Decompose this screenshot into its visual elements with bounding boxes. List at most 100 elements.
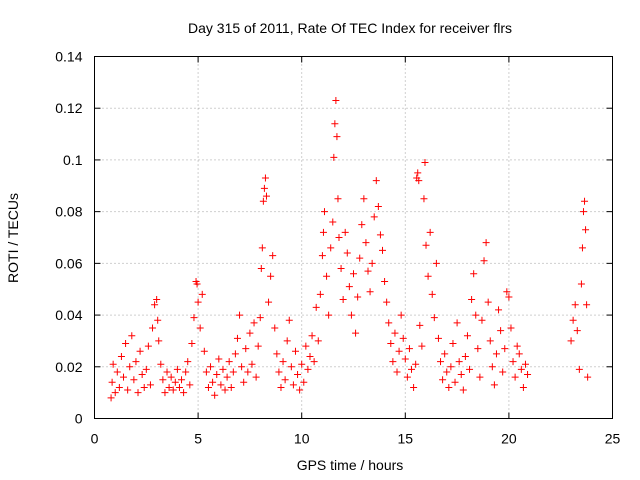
data-point	[331, 120, 339, 128]
data-point	[401, 355, 409, 363]
chart-title: Day 315 of 2011, Rate Of TEC Index for r…	[188, 20, 512, 36]
data-point	[130, 376, 138, 384]
data-point	[277, 383, 285, 391]
data-point	[474, 345, 482, 353]
data-point	[153, 296, 161, 304]
axis-ticks: 0 5 10 15 20 25 0 0.02 0.04 0.06 0.08 0.1 0.12 0.14	[55, 49, 620, 447]
data-point	[581, 197, 589, 205]
data-points	[107, 96, 592, 402]
data-point	[254, 342, 262, 350]
data-point	[302, 342, 310, 350]
data-point	[310, 358, 318, 366]
data-point	[167, 373, 175, 381]
data-point	[511, 373, 519, 381]
data-point	[198, 290, 206, 298]
data-point	[267, 272, 275, 280]
data-point	[306, 352, 314, 360]
data-point	[128, 332, 136, 340]
data-point	[418, 342, 426, 350]
data-point	[337, 265, 345, 273]
data-point	[202, 368, 210, 376]
data-point	[298, 360, 306, 368]
data-point	[350, 270, 357, 278]
data-point	[304, 365, 312, 373]
data-point	[507, 324, 515, 332]
data-point	[393, 368, 401, 376]
data-point	[484, 298, 492, 306]
data-point	[416, 321, 424, 329]
data-point	[138, 371, 146, 379]
data-point	[405, 345, 413, 353]
data-point	[472, 311, 480, 319]
data-point	[395, 347, 403, 355]
data-point	[149, 324, 157, 332]
data-point	[132, 358, 140, 366]
data-point	[215, 355, 223, 363]
data-point	[497, 327, 505, 335]
data-point	[573, 327, 581, 335]
data-point	[289, 381, 297, 389]
data-point	[434, 334, 442, 342]
data-point	[403, 373, 411, 381]
data-point	[233, 334, 241, 342]
data-point	[577, 280, 585, 288]
data-point	[582, 226, 590, 234]
data-point	[501, 345, 509, 353]
data-point	[445, 383, 453, 391]
data-point	[347, 311, 355, 319]
data-point	[397, 311, 405, 319]
data-point	[113, 368, 121, 376]
data-point	[443, 368, 451, 376]
data-point	[579, 208, 587, 216]
data-point	[155, 337, 163, 345]
data-point	[223, 373, 231, 381]
x-axis-label: GPS time / hours	[297, 457, 404, 473]
data-point	[495, 306, 503, 314]
data-point	[499, 368, 507, 376]
data-point	[144, 342, 152, 350]
data-point	[256, 314, 264, 322]
data-point	[294, 371, 302, 379]
data-point	[300, 378, 308, 386]
data-point	[360, 195, 368, 203]
data-point	[332, 96, 340, 104]
data-point	[271, 324, 279, 332]
data-point	[109, 360, 117, 368]
grid-lines	[94, 56, 613, 419]
data-point	[242, 345, 250, 353]
data-point	[422, 241, 430, 249]
data-point	[227, 383, 235, 391]
data-point	[188, 340, 196, 348]
data-point	[414, 169, 422, 177]
x-tick-label: 10	[294, 431, 310, 447]
data-point	[111, 389, 119, 397]
data-point	[335, 234, 343, 241]
data-point	[505, 293, 513, 301]
data-point	[569, 316, 577, 324]
data-point	[437, 358, 445, 366]
data-point	[583, 301, 591, 309]
data-point	[389, 358, 397, 366]
data-point	[225, 358, 233, 366]
data-point	[461, 352, 469, 360]
data-point	[343, 249, 351, 257]
data-point	[327, 244, 335, 252]
data-point	[329, 218, 337, 226]
data-point	[238, 363, 246, 371]
data-point	[283, 337, 291, 345]
data-point	[291, 347, 299, 355]
x-tick-label: 5	[194, 431, 202, 447]
data-point	[575, 365, 583, 373]
data-point	[275, 368, 283, 376]
data-point	[352, 329, 360, 337]
data-point	[287, 363, 295, 371]
data-point	[273, 350, 281, 358]
data-point	[186, 381, 194, 389]
data-point	[372, 177, 380, 185]
x-tick-label: 25	[605, 431, 621, 447]
data-point	[260, 184, 268, 192]
data-point	[519, 383, 527, 391]
data-point	[509, 358, 517, 366]
data-point	[259, 197, 267, 205]
